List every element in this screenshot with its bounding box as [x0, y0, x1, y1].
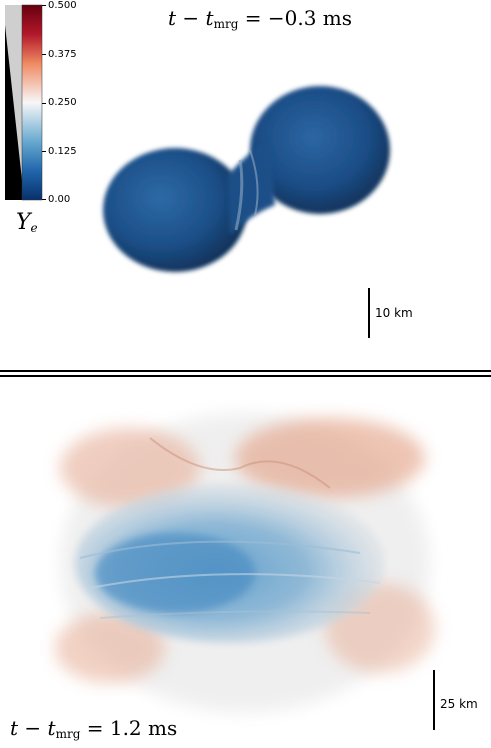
colorbar-tick-label: 0.500	[48, 0, 77, 11]
scale-bar-label: 10 km	[375, 306, 413, 320]
t-symbol: t	[168, 6, 177, 30]
ye-subscript: e	[30, 221, 38, 235]
time-label-post-merger: t − tmrg = 1.2 ms	[10, 716, 177, 741]
time-label-pre-merger: t − tmrg = −0.3 ms	[168, 6, 352, 31]
binary-neutron-stars	[103, 86, 390, 272]
colorbar-tick	[42, 103, 46, 104]
colorbar-tick	[42, 199, 46, 200]
colorbar-tick-label: 0.00	[48, 194, 71, 205]
merger-subscript: mrg	[55, 727, 81, 741]
contact-shear-layer	[234, 159, 244, 231]
pre-merger-panel: 0.500 0.375 0.250 0.125 0.00 Ye t − tmrg…	[0, 0, 491, 368]
panel-separator-lower	[0, 375, 491, 377]
colorbar-tick	[42, 151, 46, 152]
colorbar-variable-label: Ye	[16, 210, 38, 235]
flow-streak	[89, 573, 381, 589]
dense-core-region	[95, 533, 255, 613]
time-value: = −0.3 ms	[244, 6, 352, 30]
colorbar-tick-label: 0.125	[48, 146, 77, 157]
flow-streak	[149, 437, 331, 489]
ye-symbol: Y	[16, 210, 31, 235]
merger-subscript: mrg	[213, 17, 239, 31]
star-right	[250, 86, 390, 214]
scale-bar-10km	[368, 288, 370, 338]
contact-shear-layer-2	[249, 149, 259, 216]
t-symbol: t	[10, 716, 19, 740]
colorbar-gradient	[21, 4, 43, 201]
scale-bar-25km	[433, 670, 435, 730]
remnant-cloud	[55, 413, 435, 713]
colorbar	[5, 4, 43, 201]
colorbar-tick	[42, 5, 46, 6]
colorbar-tick	[42, 54, 46, 55]
minus-sign: −	[182, 6, 200, 30]
panel-separator-upper	[0, 370, 491, 372]
t-merger-symbol: t	[205, 6, 214, 30]
colorbar-tick-label: 0.375	[48, 49, 77, 60]
ejecta-lobe-lower-left	[55, 613, 165, 683]
post-merger-remnant-render	[55, 413, 435, 713]
colorbar-tick-label: 0.250	[48, 97, 77, 108]
t-merger-symbol: t	[47, 716, 56, 740]
flow-streak	[79, 540, 361, 559]
star-left	[103, 148, 247, 272]
ejecta-lobe-upper-right	[235, 418, 425, 498]
time-value: = 1.2 ms	[86, 716, 178, 740]
post-merger-panel: 25 km t − tmrg = 1.2 ms	[0, 378, 491, 748]
scale-bar-label: 25 km	[440, 697, 478, 711]
minus-sign: −	[24, 716, 42, 740]
pre-merger-neutron-stars-render	[5, 4, 390, 272]
flow-streak	[99, 610, 371, 619]
